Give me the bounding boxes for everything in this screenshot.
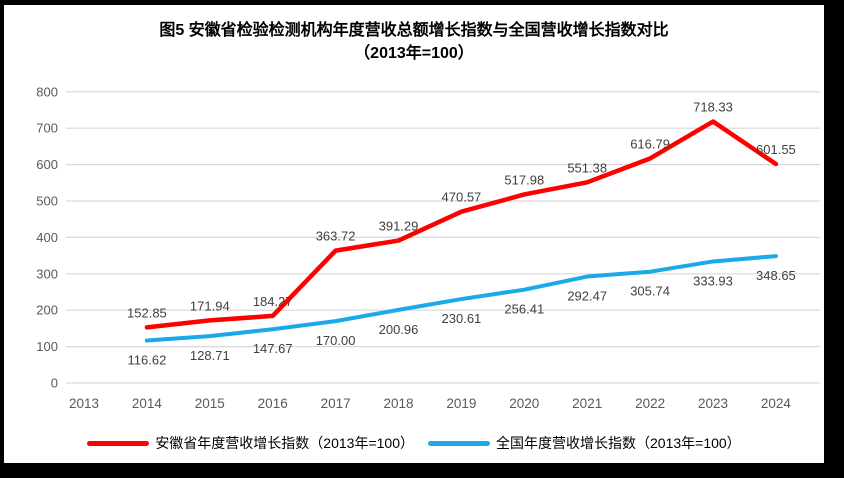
- x-axis-tick-label: 2019: [446, 396, 476, 411]
- y-axis-tick-label: 800: [36, 84, 58, 99]
- data-label: 601.55: [756, 142, 796, 157]
- y-axis-tick-label: 100: [36, 339, 58, 354]
- x-axis-tick-label: 2023: [698, 396, 728, 411]
- x-axis-tick-label: 2017: [321, 396, 351, 411]
- legend-label-anhui: 安徽省年度营收增长指数（2013年=100）: [155, 435, 414, 451]
- data-label: 170.00: [316, 333, 356, 348]
- x-axis-tick-label: 2020: [509, 396, 539, 411]
- legend-line-swatch-red: [87, 440, 150, 446]
- data-label: 147.67: [253, 341, 293, 356]
- x-axis-tick-label: 2024: [761, 396, 792, 411]
- series-line-0[interactable]: [144, 119, 779, 330]
- data-label: 333.93: [693, 273, 733, 288]
- x-axis-tick-label: 2016: [258, 396, 288, 411]
- data-label: 391.29: [379, 219, 419, 234]
- data-label: 292.47: [567, 289, 607, 304]
- data-label: 256.41: [504, 302, 544, 317]
- legend-item-anhui[interactable]: 安徽省年度营收增长指数（2013年=100）: [87, 433, 414, 453]
- data-label: 616.79: [630, 136, 670, 151]
- legend-item-national[interactable]: 全国年度营收增长指数（2013年=100）: [428, 433, 741, 453]
- y-axis-tick-label: 200: [36, 303, 58, 318]
- x-axis-tick-label: 2014: [132, 396, 163, 411]
- chart-title: 图5 安徽省检验检测机构年度营收总额增长指数与全国营收增长指数对比 （2013年…: [4, 19, 824, 65]
- legend-label-national: 全国年度营收增长指数（2013年=100）: [496, 435, 741, 451]
- data-label: 184.27: [253, 294, 293, 309]
- x-axis-tick-label: 2021: [572, 396, 602, 411]
- data-label: 305.74: [630, 284, 670, 299]
- x-axis-tick-label: 2018: [383, 396, 413, 411]
- data-label: 171.94: [190, 298, 230, 313]
- data-label: 551.38: [567, 160, 607, 175]
- series-line-1[interactable]: [144, 254, 778, 343]
- data-label: 152.85: [127, 305, 167, 320]
- data-label: 116.62: [128, 353, 167, 368]
- data-label: 517.98: [504, 172, 544, 187]
- legend-line-swatch-blue: [428, 440, 490, 446]
- y-axis-tick-label: 600: [36, 157, 58, 172]
- chart-legend: 安徽省年度营收增长指数（2013年=100） 全国年度营收增长指数（2013年=…: [4, 433, 824, 453]
- y-axis-tick-label: 0: [51, 376, 58, 391]
- y-axis-tick-label: 700: [36, 121, 58, 136]
- data-label: 718.33: [693, 100, 733, 115]
- data-label: 128.71: [190, 348, 230, 363]
- chart-title-line1: 图5 安徽省检验检测机构年度营收总额增长指数与全国营收增长指数对比: [159, 22, 669, 39]
- y-axis-tick-label: 300: [36, 266, 58, 281]
- data-label: 348.65: [756, 268, 796, 283]
- data-label: 230.61: [442, 311, 482, 326]
- y-axis-tick-label: 400: [36, 230, 58, 245]
- data-label: 363.72: [316, 229, 356, 244]
- chart-canvas: 0 100 200 300 400 500 600 700 800 2013 2014 2015 201…: [36, 84, 820, 411]
- x-axis-tick-label: 2013: [69, 396, 99, 411]
- data-label: 200.96: [379, 322, 419, 337]
- data-label: 470.57: [442, 190, 482, 205]
- chart-title-line2: （2013年=100）: [354, 45, 474, 62]
- x-axis-tick-label: 2015: [195, 396, 225, 411]
- x-axis-tick-label: 2022: [635, 396, 665, 411]
- y-axis-tick-label: 500: [36, 194, 58, 209]
